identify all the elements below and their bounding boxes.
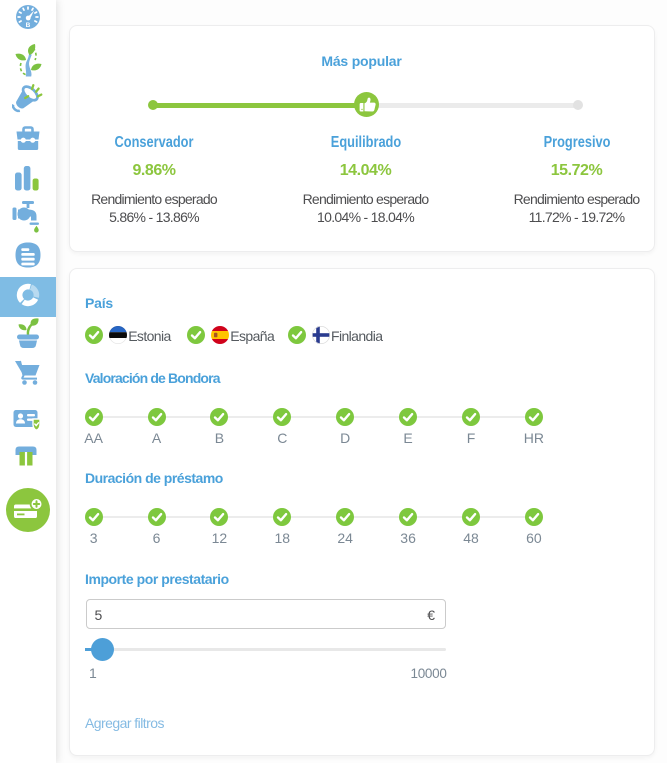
svg-text:B: B (26, 22, 31, 29)
